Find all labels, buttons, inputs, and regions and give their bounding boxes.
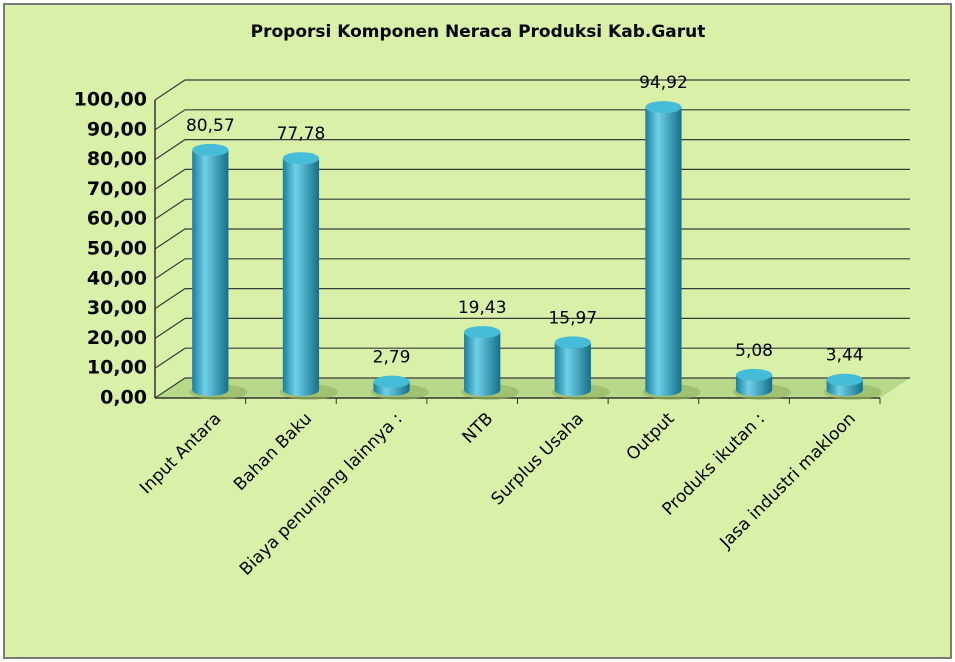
floor xyxy=(155,378,910,398)
y-tick-label: 30,00 xyxy=(87,297,147,319)
y-tick-label: 50,00 xyxy=(87,238,147,260)
y-tick-label: 60,00 xyxy=(87,208,147,230)
data-label: 3,44 xyxy=(826,346,864,366)
bar-cap xyxy=(192,143,229,156)
y-tick-label: 90,00 xyxy=(87,118,147,140)
bar xyxy=(554,342,591,396)
data-label: 94,92 xyxy=(639,73,688,93)
y-tick-label: 0,00 xyxy=(100,387,147,409)
bar xyxy=(464,332,501,396)
data-label: 80,57 xyxy=(186,116,235,136)
bar-cap xyxy=(826,373,863,386)
y-tick-label: 20,00 xyxy=(87,327,147,349)
y-tick-label: 80,00 xyxy=(87,148,147,170)
bar xyxy=(282,158,320,396)
bar-cap xyxy=(282,152,320,165)
y-tick-label: 70,00 xyxy=(87,178,147,200)
data-label: 19,43 xyxy=(458,298,507,318)
bar-cap xyxy=(554,336,591,349)
y-tick-label: 10,00 xyxy=(87,357,147,379)
bar-cap xyxy=(464,326,501,339)
bar xyxy=(373,381,410,396)
y-tick-label: 40,00 xyxy=(87,267,147,289)
bar xyxy=(645,107,682,396)
bar xyxy=(826,379,863,396)
bar xyxy=(192,149,229,396)
bar-cap xyxy=(735,368,773,381)
data-label: 77,78 xyxy=(277,124,326,144)
grid-line xyxy=(154,79,910,101)
data-label: 2,79 xyxy=(373,348,411,368)
bar-cap xyxy=(645,101,682,114)
bar xyxy=(735,374,773,396)
bar-cap xyxy=(373,375,410,388)
y-tick-label: 100,00 xyxy=(74,89,147,111)
data-label: 15,97 xyxy=(548,308,597,328)
data-label: 5,08 xyxy=(735,341,773,361)
chart-title: Proporsi Komponen Neraca Produksi Kab.Ga… xyxy=(251,22,706,42)
